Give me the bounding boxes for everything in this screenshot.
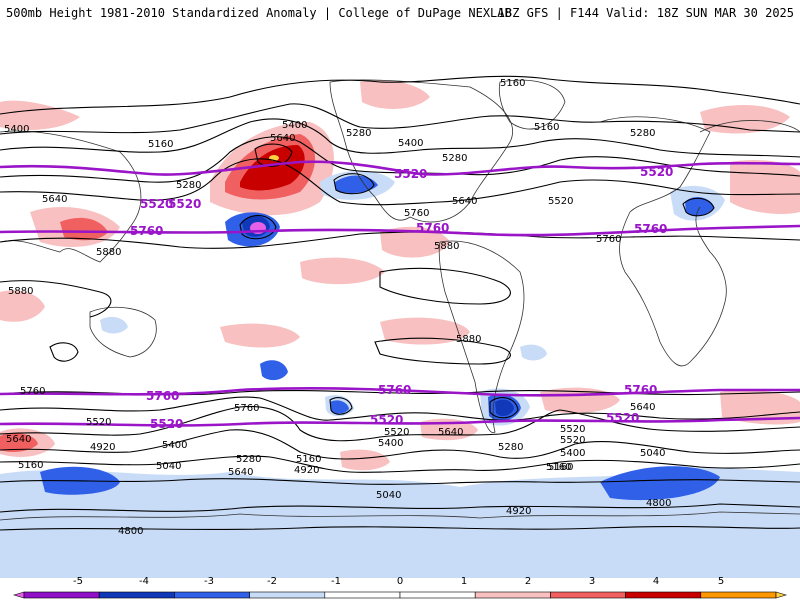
svg-text:5760: 5760 [416, 221, 449, 235]
anomaly-map: 5160 5400 5160 5280 5640 5400 5280 5280 … [0, 42, 800, 578]
tick-label: 2 [525, 576, 531, 587]
tick-label: -3 [204, 576, 214, 587]
svg-text:5880: 5880 [8, 286, 33, 297]
map-svg: 5160 5400 5160 5280 5640 5400 5280 5280 … [0, 75, 800, 578]
colorbar-segment [474, 591, 551, 599]
tick-label: 5 [718, 576, 724, 587]
colorbar-segment [249, 591, 326, 599]
tick-label: -1 [331, 576, 341, 587]
tick-label: 0 [397, 576, 403, 587]
svg-text:5880: 5880 [96, 247, 121, 258]
svg-text:5520: 5520 [548, 196, 573, 207]
svg-text:5520: 5520 [606, 411, 639, 425]
svg-text:5160: 5160 [534, 122, 559, 133]
svg-text:5640: 5640 [6, 434, 31, 445]
svg-text:5520: 5520 [140, 197, 173, 211]
svg-text:5640: 5640 [630, 402, 655, 413]
colorbar-segment [174, 591, 250, 599]
colorbar-segments [12, 591, 788, 599]
svg-text:5400: 5400 [560, 448, 585, 459]
svg-text:5040: 5040 [640, 448, 665, 459]
purple-contour-labels: 5520 5520 5520 5520 5760 5760 5760 5760 … [130, 165, 673, 431]
svg-text:5640: 5640 [42, 194, 67, 205]
svg-text:4800: 4800 [646, 498, 671, 509]
svg-text:5640: 5640 [270, 133, 295, 144]
svg-text:5640: 5640 [438, 427, 463, 438]
black-contour-labels: 5160 5400 5160 5280 5640 5400 5280 5280 … [4, 78, 671, 537]
svg-text:5520: 5520 [384, 427, 409, 438]
map-title: 500mb Height 1981-2010 Standardized Anom… [6, 6, 512, 20]
colorbar-segment [324, 591, 401, 599]
svg-text:5280: 5280 [176, 180, 201, 191]
svg-text:4920: 4920 [294, 465, 319, 476]
model-run-info: 18Z GFS | F144 Valid: 18Z SUN MAR 30 202… [497, 6, 794, 20]
svg-text:5160: 5160 [18, 460, 43, 471]
svg-text:4920: 4920 [506, 506, 531, 517]
height-contours [0, 75, 800, 531]
anomaly-shading [0, 80, 800, 578]
colorbar-segment [775, 591, 788, 599]
svg-text:5640: 5640 [228, 467, 253, 478]
tick-label: 4 [653, 576, 659, 587]
colorbar-segment [23, 591, 100, 599]
svg-text:5520: 5520 [560, 435, 585, 446]
tick-label: -2 [267, 576, 277, 587]
svg-text:5760: 5760 [234, 403, 259, 414]
svg-text:5640: 5640 [452, 196, 477, 207]
tick-label: -5 [73, 576, 83, 587]
svg-text:5520: 5520 [560, 424, 585, 435]
svg-text:5520: 5520 [150, 417, 183, 431]
svg-text:5400: 5400 [378, 438, 403, 449]
tick-label: 1 [461, 576, 467, 587]
svg-text:5520: 5520 [86, 417, 111, 428]
svg-text:5760: 5760 [146, 389, 179, 403]
svg-text:5880: 5880 [434, 241, 459, 252]
svg-text:5400: 5400 [4, 124, 29, 135]
svg-text:5400: 5400 [162, 440, 187, 451]
colorbar-segment [12, 591, 25, 599]
svg-text:5760: 5760 [130, 224, 163, 238]
colorbar-segment [700, 591, 777, 599]
svg-text:5160: 5160 [296, 454, 321, 465]
svg-text:5400: 5400 [398, 138, 423, 149]
svg-text:5280: 5280 [630, 128, 655, 139]
colorbar-segment [98, 591, 175, 599]
anomaly-colorbar: -5 -4 -3 -2 -1 0 1 2 3 4 5 [0, 570, 800, 600]
svg-text:4920: 4920 [90, 442, 115, 453]
svg-text:5760: 5760 [634, 222, 667, 236]
svg-text:5160: 5160 [546, 462, 571, 473]
colorbar-segment [399, 591, 476, 599]
svg-text:5760: 5760 [624, 383, 657, 397]
svg-text:5520: 5520 [168, 197, 201, 211]
svg-text:5400: 5400 [282, 120, 307, 131]
svg-text:5760: 5760 [378, 383, 411, 397]
svg-text:5520: 5520 [394, 167, 427, 181]
tick-label: 3 [589, 576, 595, 587]
svg-text:5280: 5280 [346, 128, 371, 139]
colorbar-segment [550, 591, 626, 599]
svg-text:5280: 5280 [498, 442, 523, 453]
svg-text:5880: 5880 [456, 334, 481, 345]
svg-text:5280: 5280 [236, 454, 261, 465]
svg-text:5160: 5160 [148, 139, 173, 150]
colorbar-svg: -5 -4 -3 -2 -1 0 1 2 3 4 5 [12, 576, 788, 599]
svg-text:5040: 5040 [376, 490, 401, 501]
svg-text:4800: 4800 [118, 526, 143, 537]
svg-text:5760: 5760 [20, 386, 45, 397]
svg-text:5520: 5520 [640, 165, 673, 179]
svg-text:5160: 5160 [548, 462, 573, 473]
svg-text:5040: 5040 [156, 461, 181, 472]
svg-text:5280: 5280 [442, 153, 467, 164]
svg-text:5520: 5520 [370, 413, 403, 427]
svg-text:5160: 5160 [500, 78, 525, 89]
tick-label: -4 [139, 576, 149, 587]
colorbar-segment [625, 591, 702, 599]
reference-contours [0, 160, 800, 427]
svg-text:5760: 5760 [404, 208, 429, 219]
svg-text:5760: 5760 [596, 234, 621, 245]
colorbar-ticks: -5 -4 -3 -2 -1 0 1 2 3 4 5 [73, 576, 724, 587]
